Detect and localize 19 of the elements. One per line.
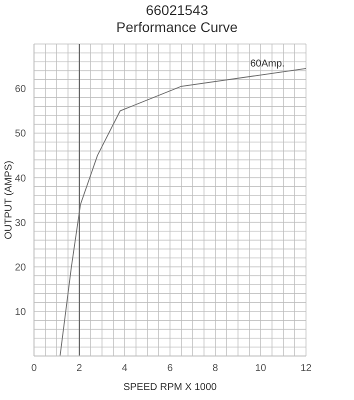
y-tick-label: 10 bbox=[14, 306, 26, 318]
chart-subtitle: Performance Curve bbox=[115, 19, 239, 36]
x-axis-title: SPEED RPM X 1000 bbox=[123, 382, 218, 393]
x-tick-label: 8 bbox=[212, 363, 219, 374]
x-tick-label: 6 bbox=[167, 363, 174, 374]
y-tick-label: 40 bbox=[14, 173, 26, 184]
x-tick-label: 0 bbox=[31, 363, 38, 374]
annotation: 60Amp. bbox=[250, 58, 285, 70]
y-tick-label: 50 bbox=[14, 128, 26, 140]
x-tick-label: 2 bbox=[76, 363, 83, 374]
y-tick-label: 60 bbox=[14, 84, 26, 96]
line-series bbox=[60, 68, 306, 356]
chart-title: 66021543 bbox=[144, 2, 210, 19]
x-tick-label: 10 bbox=[255, 363, 267, 374]
y-tick-label: 20 bbox=[14, 262, 26, 274]
x-tick-label: 12 bbox=[300, 363, 312, 374]
x-tick-label: 4 bbox=[122, 363, 128, 374]
y-tick-label: 30 bbox=[14, 218, 26, 229]
y-axis-title: OUTPUT (AMPS) bbox=[4, 160, 15, 240]
